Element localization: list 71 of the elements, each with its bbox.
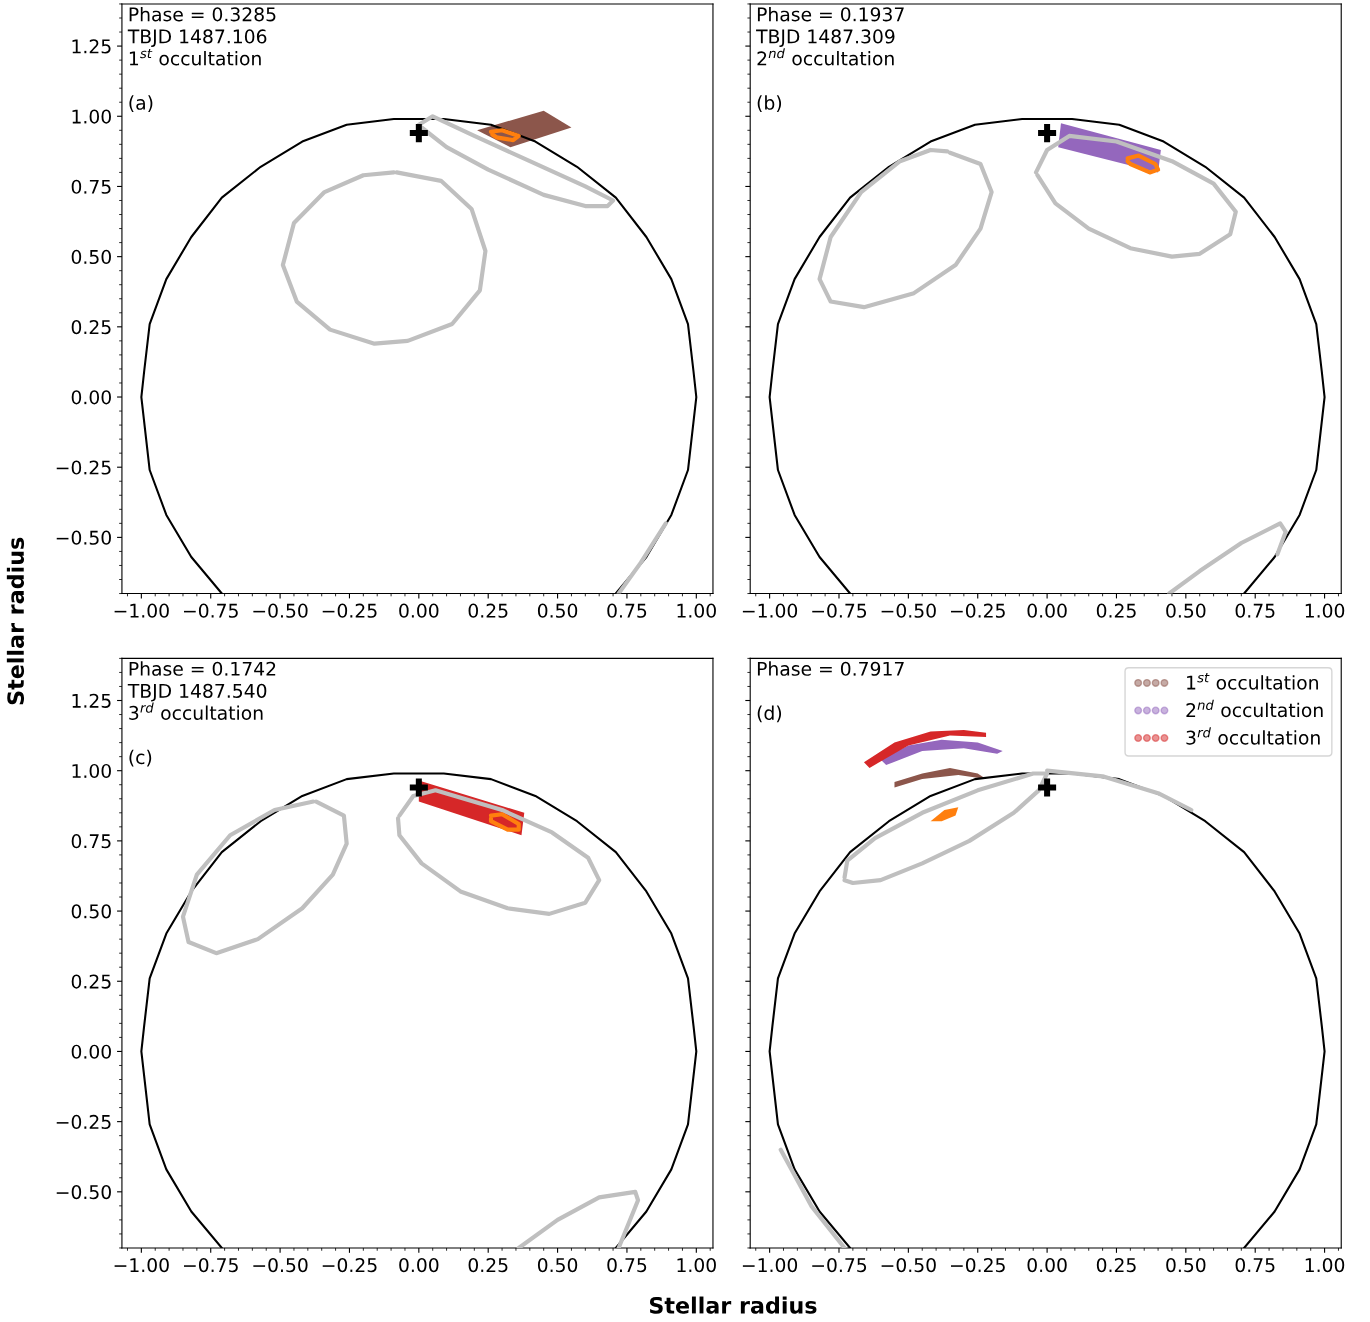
x-tick-label: 0.25 bbox=[468, 1258, 508, 1273]
annotation: Phase = 0.1937 bbox=[757, 6, 904, 22]
y-tick-label: 0.25 bbox=[71, 974, 111, 989]
x-tick-label: 0.75 bbox=[607, 603, 647, 618]
x-tick-label: −0.50 bbox=[253, 1258, 308, 1273]
annotation: Phase = 0.7917 bbox=[757, 661, 904, 676]
x-tick-label: 0.25 bbox=[468, 603, 508, 618]
x-tick-label: −0.50 bbox=[881, 1258, 936, 1273]
x-tick-label: 1.00 bbox=[677, 1258, 716, 1273]
x-tick-label: 0.75 bbox=[1235, 1258, 1275, 1273]
y-tick-label: 0.00 bbox=[71, 390, 111, 405]
x-tick-label: 1.00 bbox=[677, 603, 716, 618]
x-tick-label: 0.50 bbox=[1166, 603, 1206, 618]
annotation: (b) bbox=[757, 95, 782, 113]
y-tick-label: 0.75 bbox=[71, 179, 111, 194]
y-tick-label: 0.25 bbox=[71, 320, 111, 335]
legend-label: 2$^{nd}$ occultation bbox=[1186, 699, 1323, 718]
x-tick-label: 0.00 bbox=[1027, 603, 1067, 618]
annotation: Phase = 0.3285 bbox=[129, 6, 276, 22]
x-tick-label: 0.00 bbox=[1027, 1258, 1067, 1273]
y-tick-label: −0.25 bbox=[56, 1114, 111, 1130]
annotation: 2$^{nd}$ occultation bbox=[757, 48, 894, 66]
y-tick-label: −0.50 bbox=[56, 530, 111, 545]
annotation: Phase = 0.1742 bbox=[129, 661, 276, 676]
x-tick-label: 1.00 bbox=[1305, 603, 1345, 618]
y-tick-label: 1.00 bbox=[72, 109, 111, 124]
x-axis-title: Stellar radius bbox=[649, 1296, 817, 1314]
x-tick-label: 0.50 bbox=[537, 603, 578, 618]
x-tick-label: −0.75 bbox=[183, 603, 238, 618]
x-tick-label: 0.00 bbox=[399, 1258, 439, 1273]
y-tick-label: 1.25 bbox=[72, 39, 111, 54]
annotation: 3$^{rd}$ occultation bbox=[129, 702, 263, 720]
x-tick-label: −0.25 bbox=[950, 1258, 1005, 1273]
y-tick-label: 0.50 bbox=[71, 249, 111, 265]
annotation: 1$^{st}$ occultation bbox=[129, 48, 261, 66]
y-tick-label: 1.25 bbox=[72, 693, 111, 708]
x-tick-label: −0.25 bbox=[322, 1258, 377, 1273]
x-tick-label: −0.50 bbox=[881, 603, 936, 618]
x-tick-label: −0.50 bbox=[253, 603, 308, 618]
x-tick-label: −0.75 bbox=[812, 1258, 867, 1273]
legend-label: 3$^{rd}$ occultation bbox=[1186, 727, 1320, 745]
x-tick-label: −0.25 bbox=[950, 603, 1005, 618]
annotation: TBJD 1487.309 bbox=[756, 29, 895, 48]
annotation: (d) bbox=[757, 705, 782, 723]
x-tick-label: 0.75 bbox=[607, 1258, 647, 1273]
x-tick-label: −1.00 bbox=[114, 603, 169, 618]
x-tick-label: −0.75 bbox=[812, 603, 867, 618]
y-tick-label: 1.00 bbox=[72, 763, 111, 779]
x-tick-label: −1.00 bbox=[742, 603, 798, 618]
x-tick-label: 0.50 bbox=[537, 1258, 578, 1273]
x-tick-label: 1.00 bbox=[1305, 1258, 1345, 1273]
y-tick-label: 0.75 bbox=[71, 834, 111, 849]
x-tick-label: 0.50 bbox=[1166, 1258, 1206, 1273]
x-tick-label: −0.25 bbox=[322, 603, 377, 618]
x-tick-label: 0.25 bbox=[1096, 603, 1136, 618]
x-tick-label: 0.75 bbox=[1235, 603, 1275, 618]
annotation: (c) bbox=[129, 749, 152, 767]
y-tick-label: −0.50 bbox=[56, 1185, 111, 1200]
annotation: TBJD 1487.540 bbox=[127, 683, 267, 702]
x-tick-label: 0.25 bbox=[1096, 1258, 1136, 1273]
x-tick-label: −1.00 bbox=[114, 1258, 169, 1273]
x-tick-label: 0.00 bbox=[399, 603, 439, 618]
y-axis-title: Stellar radius bbox=[6, 537, 25, 705]
x-tick-label: −1.00 bbox=[742, 1258, 798, 1273]
y-tick-label: 0.50 bbox=[71, 904, 111, 919]
legend-label: 1$^{st}$ occultation bbox=[1187, 673, 1318, 690]
y-tick-label: 0.00 bbox=[71, 1044, 111, 1059]
annotation: (a) bbox=[129, 95, 153, 113]
y-tick-label: −0.25 bbox=[56, 460, 111, 475]
x-tick-label: −0.75 bbox=[183, 1258, 238, 1273]
annotation: TBJD 1487.106 bbox=[127, 29, 267, 48]
